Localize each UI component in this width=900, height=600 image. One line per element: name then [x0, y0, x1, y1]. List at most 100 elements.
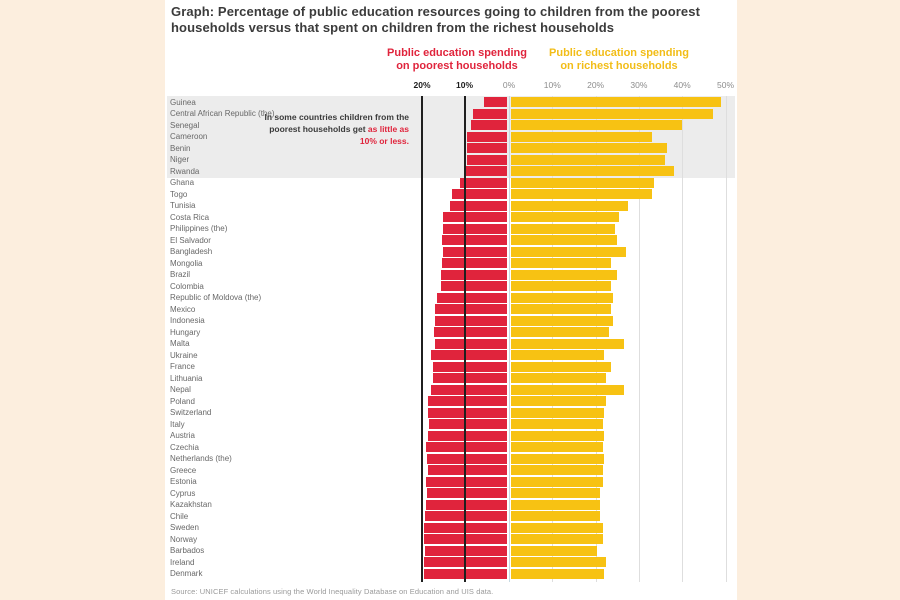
poorest-bar: [432, 361, 507, 372]
axis-tick-right-10%: 10%: [543, 80, 561, 90]
reference-line-10%: [463, 96, 466, 582]
poorest-bar: [442, 235, 507, 245]
richest-bar: [511, 292, 613, 303]
axis-tick-right-20%: 20%: [587, 80, 605, 90]
poorest-bar: [425, 476, 507, 487]
poorest-bar: [424, 522, 507, 533]
axis-tick-left-10%: 10%: [455, 80, 474, 90]
richest-bar: [511, 396, 607, 406]
country-label: Chile: [170, 511, 189, 521]
richest-bar: [511, 522, 603, 533]
country-label: Italy: [170, 419, 185, 429]
poorest-bar: [425, 499, 507, 510]
poorest-bar: [483, 97, 507, 107]
poorest-bar: [470, 120, 507, 130]
country-label: Mexico: [170, 304, 196, 314]
country-label: Kazakhstan: [170, 500, 212, 509]
poorest-bar: [430, 384, 507, 395]
poorest-bar: [443, 212, 507, 222]
richest-bar: [511, 269, 618, 280]
richest-bar: [511, 223, 616, 234]
source-note: Source: UNICEF calculations using the Wo…: [171, 587, 494, 596]
legend-richest-label: Public education spending on richest hou…: [549, 47, 689, 72]
poorest-bar: [428, 396, 507, 406]
richest-bar: [511, 327, 609, 337]
poorest-bar: [443, 223, 507, 234]
richest-bar: [511, 177, 655, 188]
country-label: Netherlands (the): [170, 454, 232, 463]
country-label: France: [170, 362, 195, 371]
poorest-bar: [466, 143, 507, 153]
poorest-bar: [449, 200, 507, 211]
country-label: Ghana: [170, 178, 195, 187]
richest-bar: [511, 143, 668, 153]
annotation-black-text: In some countries children from the poor…: [264, 112, 409, 134]
richest-bar: [511, 338, 624, 349]
richest-bar: [511, 361, 611, 372]
annotation-red-text: as little as 10% or less.: [359, 124, 409, 146]
poorest-bar: [451, 189, 507, 199]
richest-bar: [511, 108, 713, 119]
axis-tick-row: 0% 10% 20% 30% 40% 50% 20% 10%: [165, 80, 737, 92]
country-label: Greece: [170, 465, 197, 475]
richest-bar: [511, 315, 613, 326]
country-label: Philippines (the): [170, 224, 228, 233]
axis-tick-right-40%: 40%: [673, 80, 691, 90]
richest-bar: [511, 407, 605, 418]
richest-bar: [511, 131, 652, 142]
country-label: Niger: [170, 155, 190, 164]
richest-bar: [511, 499, 600, 510]
poorest-bar: [464, 166, 507, 176]
gridline-40%: [682, 96, 684, 582]
country-label: Guinea: [170, 97, 196, 107]
poorest-bar: [443, 246, 507, 257]
poorest-bar: [433, 327, 507, 337]
country-label: Indonesia: [170, 316, 205, 325]
poorest-bar: [432, 373, 507, 383]
country-label: Central African Republic (the): [170, 109, 275, 118]
poorest-bar: [466, 131, 507, 142]
country-label: Sweden: [170, 523, 199, 532]
richest-bar: [511, 189, 652, 199]
poorest-bar: [424, 511, 507, 521]
axis-tick-right-50%: 50%: [716, 80, 735, 90]
poorest-bar: [430, 350, 507, 360]
poorest-bar: [429, 419, 507, 429]
richest-bar: [511, 350, 605, 360]
axis-tick-right-0%: 0%: [502, 80, 516, 90]
country-label: Mongolia: [170, 258, 203, 268]
poorest-bar: [434, 315, 507, 326]
gridline-30%: [638, 96, 640, 582]
country-label: Ireland: [170, 557, 195, 567]
country-label: Czechia: [170, 442, 199, 452]
poorest-bar: [426, 442, 507, 452]
country-label: Bangladesh: [170, 247, 213, 256]
country-label: Estonia: [170, 477, 197, 486]
poorest-bar: [424, 568, 507, 579]
poorest-bar: [436, 292, 507, 303]
gridline-0%: [509, 96, 510, 582]
country-label: Norway: [170, 534, 198, 544]
richest-bar: [511, 166, 674, 176]
richest-bar: [511, 97, 722, 107]
country-label: Cameroon: [170, 132, 208, 141]
richest-bar: [511, 384, 624, 395]
richest-bar: [511, 568, 604, 579]
richest-bar: [511, 465, 603, 475]
legend-poorest-label: Public education spending on poorest hou…: [387, 47, 527, 72]
country-label: Brazil: [170, 270, 191, 279]
richest-bar: [511, 235, 618, 245]
richest-bar: [511, 442, 603, 452]
richest-bar: [511, 304, 611, 314]
richest-bar: [511, 373, 607, 383]
richest-bar: [511, 557, 606, 567]
poorest-bar: [442, 258, 507, 268]
chart-area: In some countries children from the poor…: [165, 96, 737, 582]
country-label: Switzerland: [170, 408, 212, 417]
poorest-bar: [441, 269, 507, 280]
country-label: Cyprus: [170, 488, 196, 498]
country-label: Hungary: [170, 327, 201, 337]
poorest-bar: [424, 545, 507, 556]
country-label: Tunisia: [170, 201, 196, 210]
richest-bar: [511, 154, 665, 165]
